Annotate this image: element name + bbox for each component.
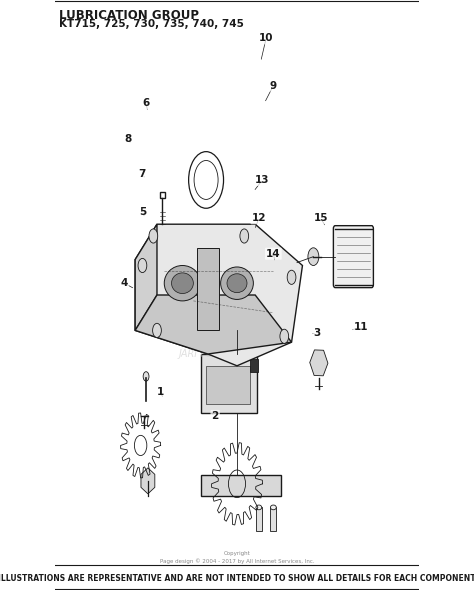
Text: ILLUSTRATIONS ARE REPRESENTATIVE AND ARE NOT INTENDED TO SHOW ALL DETAILS FOR EA: ILLUSTRATIONS ARE REPRESENTATIVE AND ARE…: [0, 573, 474, 583]
Text: 13: 13: [255, 175, 270, 185]
Polygon shape: [201, 475, 281, 496]
Text: 3: 3: [313, 329, 320, 338]
Text: JARI PartStream™: JARI PartStream™: [179, 349, 266, 359]
Bar: [206, 366, 250, 404]
Text: 8: 8: [124, 134, 131, 143]
Ellipse shape: [271, 505, 276, 510]
Ellipse shape: [172, 273, 193, 293]
Ellipse shape: [220, 267, 254, 300]
Ellipse shape: [164, 266, 201, 301]
Ellipse shape: [227, 274, 247, 293]
Ellipse shape: [256, 505, 262, 510]
Circle shape: [268, 327, 275, 339]
Text: 12: 12: [252, 214, 266, 223]
Bar: [250, 359, 258, 372]
Text: 2: 2: [211, 411, 219, 421]
Text: 10: 10: [259, 34, 273, 43]
FancyBboxPatch shape: [333, 226, 374, 288]
Text: 9: 9: [270, 81, 277, 90]
Circle shape: [308, 248, 319, 266]
Polygon shape: [135, 295, 292, 354]
Bar: [271, 507, 276, 531]
Text: 15: 15: [313, 214, 328, 223]
Polygon shape: [135, 224, 157, 330]
Circle shape: [280, 329, 289, 343]
Circle shape: [287, 270, 296, 284]
FancyBboxPatch shape: [201, 354, 257, 413]
Circle shape: [149, 229, 158, 243]
Text: 1: 1: [157, 388, 164, 397]
Text: 14: 14: [266, 249, 281, 258]
Circle shape: [153, 323, 161, 337]
Text: 5: 5: [139, 208, 146, 217]
Polygon shape: [135, 224, 302, 366]
Bar: [256, 507, 262, 531]
Text: KT715, 725, 730, 735, 740, 745: KT715, 725, 730, 735, 740, 745: [59, 19, 244, 29]
Circle shape: [138, 258, 147, 273]
Circle shape: [143, 372, 149, 381]
Text: LUBRICATION GROUP: LUBRICATION GROUP: [59, 9, 199, 22]
Text: 11: 11: [354, 323, 368, 332]
Circle shape: [240, 229, 249, 243]
Text: 4: 4: [120, 278, 128, 288]
Text: 7: 7: [139, 169, 146, 179]
Bar: [160, 192, 164, 198]
Text: 6: 6: [143, 99, 150, 108]
Text: Copyright
Page design © 2004 - 2017 by All Internet Services, Inc.: Copyright Page design © 2004 - 2017 by A…: [160, 551, 314, 564]
Bar: [197, 248, 219, 330]
